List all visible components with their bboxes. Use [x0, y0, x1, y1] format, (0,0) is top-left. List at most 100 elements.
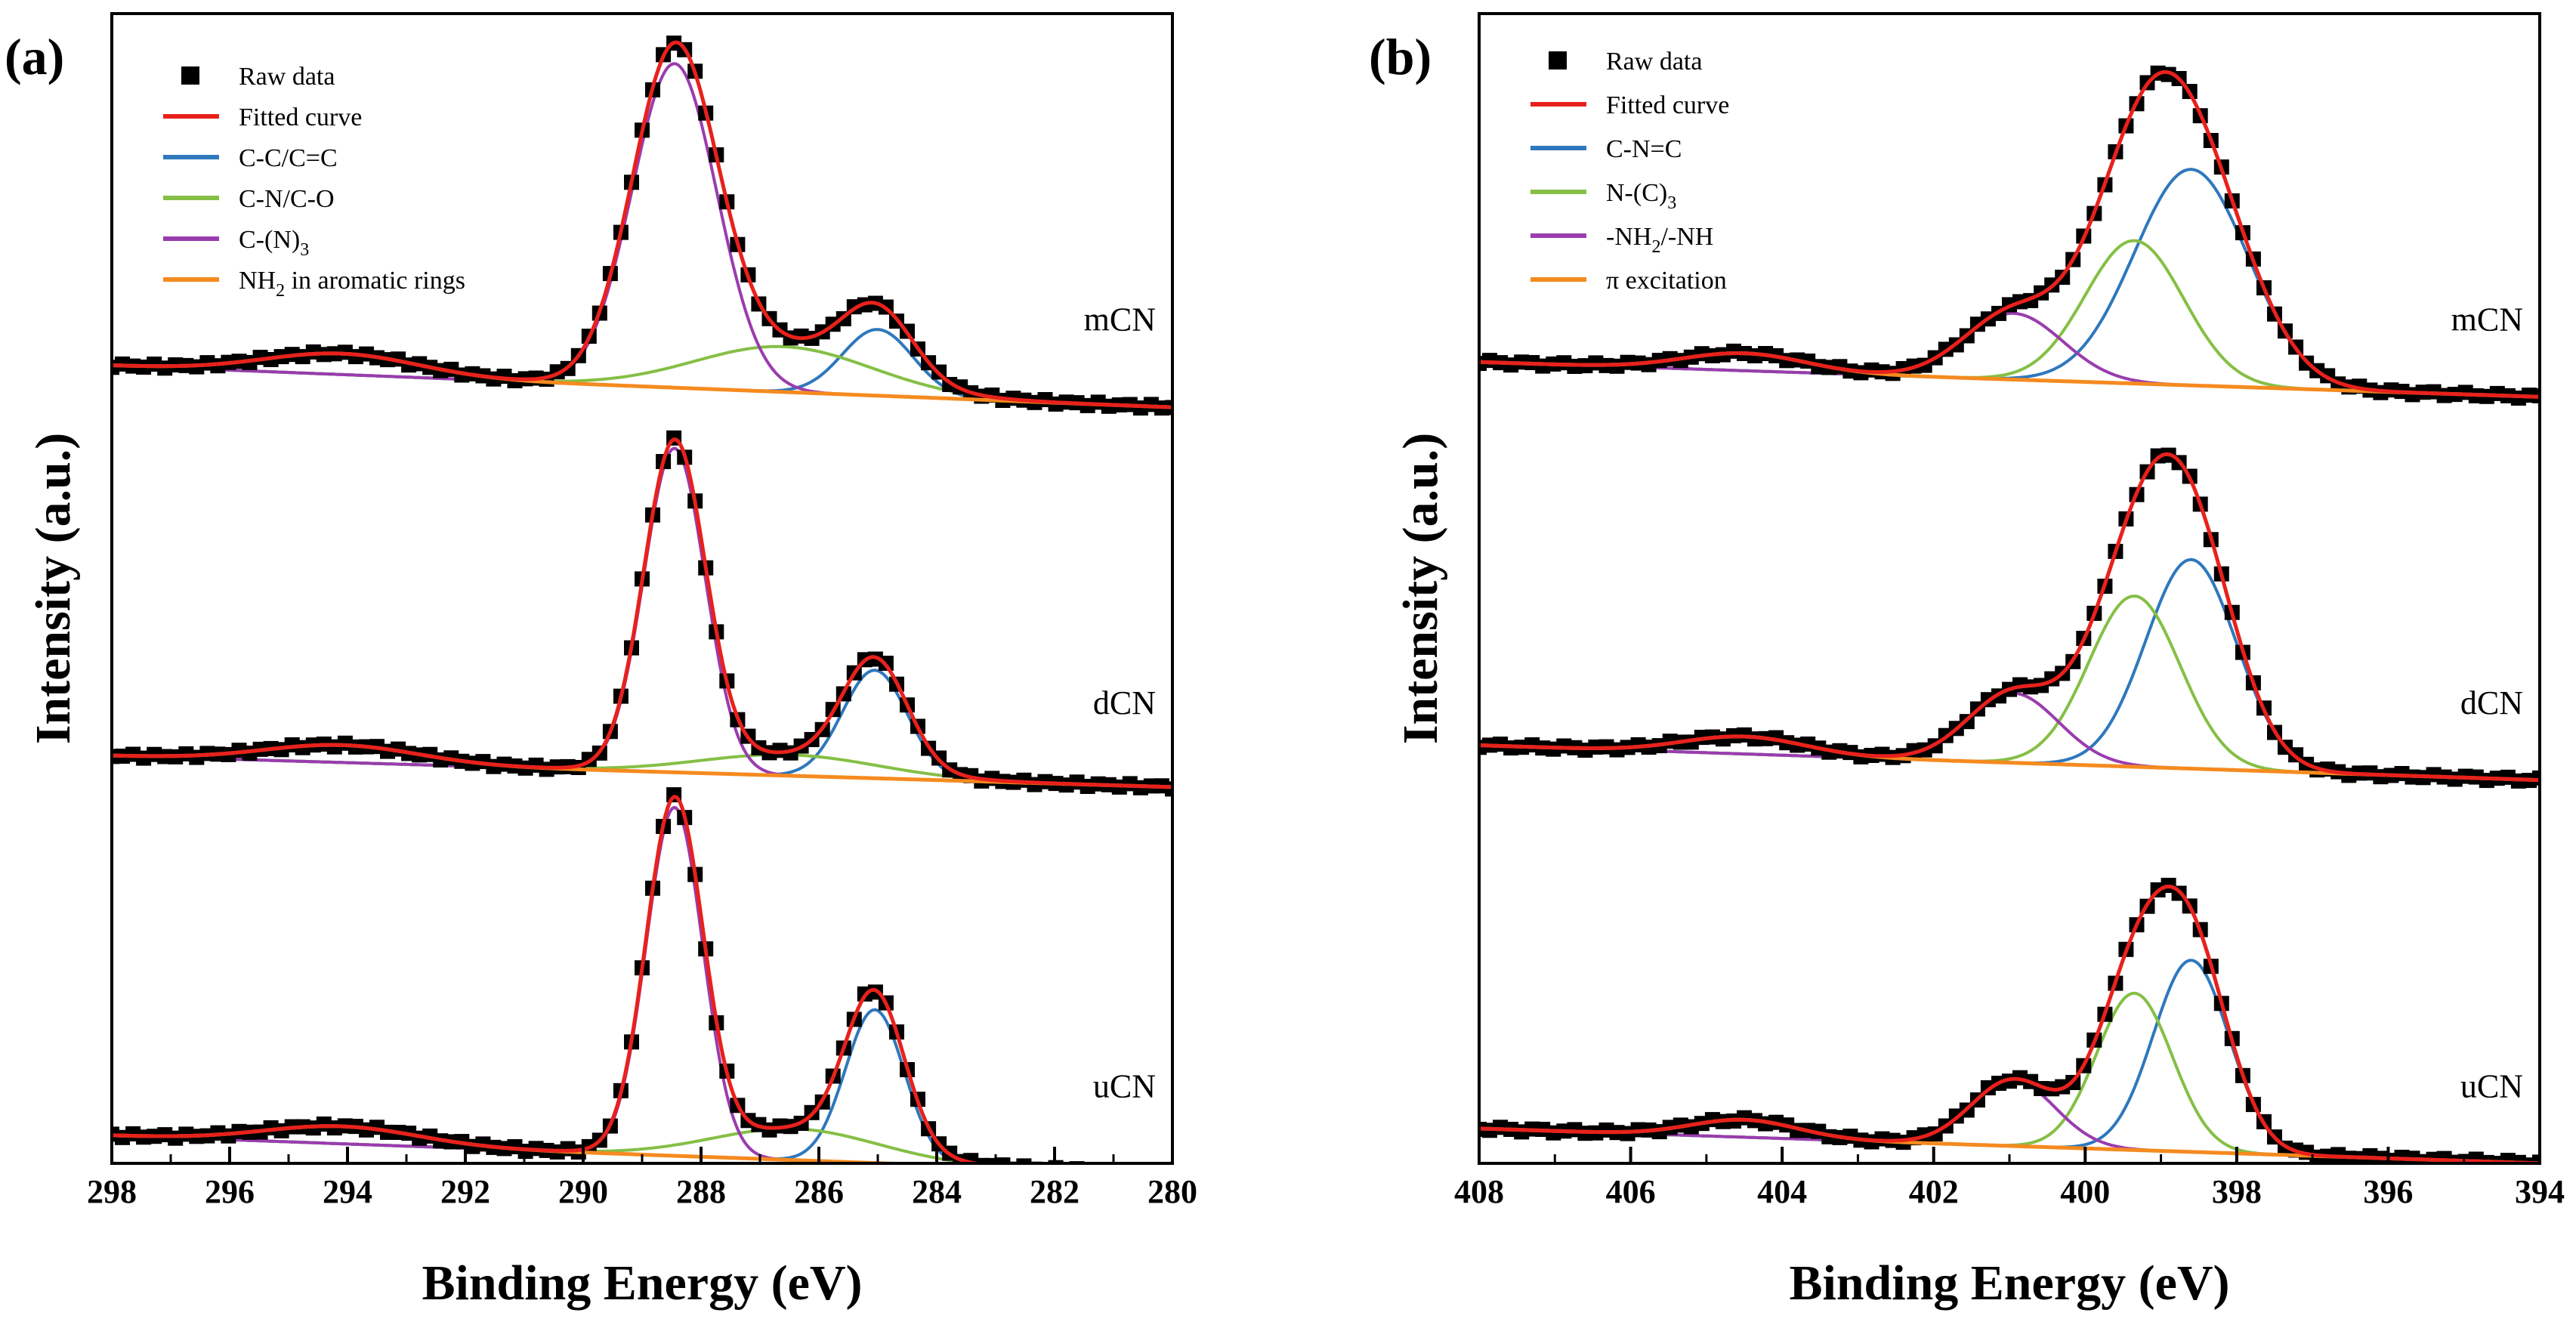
legend-item-fitted-curve: Fitted curve	[1530, 91, 1729, 119]
sample-label-ucn: uCN	[2460, 1067, 2523, 1104]
sample-label-ucn: uCN	[1093, 1067, 1156, 1104]
raw-data-point	[1112, 1166, 1127, 1181]
legend-label: C-N/C-O	[239, 185, 335, 213]
raw-data-point	[1016, 1158, 1032, 1163]
component-c-n-3-ucn	[112, 805, 925, 1163]
series-ucn	[1479, 878, 2540, 1163]
x-tick-label: 292	[440, 1173, 490, 1210]
panel-a-legend: Raw data Fitted curve C-C/C=C C-N/C-O C-(N)3…	[163, 63, 465, 301]
x-tick-label: 402	[1909, 1173, 1959, 1210]
raw-data-point	[1123, 1163, 1138, 1178]
panel-b-n1s: (b) 408 406 404 402 400 398 396 394 Binding Ene…	[1369, 12, 2565, 1311]
component-nh2-nh-dcn	[1479, 691, 2540, 782]
legend-marker	[1549, 51, 1567, 69]
x-tick-label: 396	[2363, 1173, 2413, 1210]
panel-b-x-axis-title: Binding Energy (eV)	[1789, 1256, 2229, 1311]
legend-label: N-(C)3	[1606, 179, 1676, 213]
raw-data-point	[1080, 1163, 1095, 1178]
raw-data-dcn	[1479, 447, 2540, 789]
panel-a-plot-area	[112, 36, 1172, 1181]
raw-data-point	[2479, 1154, 2494, 1163]
x-tick-label: 394	[2515, 1173, 2565, 1210]
legend-label: Fitted curve	[239, 103, 362, 131]
raw-data-ucn	[1479, 878, 2540, 1163]
legend-item-c-n-3: C-(N)3	[163, 226, 309, 260]
raw-data-point	[2532, 770, 2540, 786]
legend-label: C-(N)3	[239, 226, 309, 260]
legend-item-c-c-c-c: C-C/C=C	[163, 144, 338, 172]
raw-data-point	[1091, 1165, 1106, 1180]
legend-label: Fitted curve	[1606, 91, 1729, 119]
raw-data-point	[2532, 1154, 2540, 1163]
x-tick-label: 408	[1454, 1173, 1504, 1210]
raw-data-point	[974, 1157, 990, 1163]
panel-a-label: (a)	[5, 28, 64, 85]
series-dcn	[1479, 447, 2540, 789]
sample-label-mcn: mCN	[2451, 301, 2523, 338]
x-tick-label: 282	[1030, 1173, 1080, 1210]
legend-label: NH2 in aromatic rings	[239, 267, 465, 301]
legend-item-excitation: π excitation	[1530, 267, 1727, 295]
x-tick-label: 288	[676, 1173, 726, 1210]
legend-label: C-C/C=C	[239, 144, 338, 172]
legend-item-n-c-3: N-(C)3	[1530, 179, 1676, 213]
sample-label-mcn: mCN	[1084, 301, 1156, 338]
x-tick-label: 296	[205, 1173, 255, 1210]
component-c-n-c-o-ucn	[112, 1127, 987, 1163]
panel-b-x-ticks: 408 406 404 402 400 398 396 394	[1454, 1147, 2565, 1210]
legend-item-nh2-in-aromatic-rings: NH2 in aromatic rings	[163, 267, 465, 301]
panel-a-c1s: (a) 298 296 294 292 290 288 286 284 282 280 Bindi…	[5, 12, 1197, 1311]
component-c-n-3-dcn	[112, 446, 1172, 789]
raw-data-dcn	[112, 430, 1172, 797]
fitted-curve-dcn	[112, 437, 1172, 789]
panel-b-plot-area	[1479, 65, 2540, 1163]
legend-label: -NH2/-NH	[1606, 223, 1713, 257]
panel-a-x-axis-title: Binding Energy (eV)	[422, 1256, 862, 1311]
raw-data-point	[2489, 1156, 2505, 1163]
legend-item-c-n-c: C-N=C	[1530, 135, 1682, 163]
legend-label: Raw data	[239, 63, 335, 91]
raw-data-point	[995, 1157, 1011, 1163]
raw-data-ucn	[112, 787, 1148, 1181]
series-ucn	[112, 787, 1148, 1181]
legend-label: π excitation	[1606, 267, 1727, 295]
fitted-curve-mcn	[1479, 69, 2540, 399]
x-tick-label: 294	[323, 1173, 372, 1210]
sample-label-dcn: dCN	[2460, 684, 2523, 721]
x-tick-label: 280	[1147, 1173, 1197, 1210]
raw-data-point	[1133, 1165, 1148, 1180]
fitted-curve-mcn	[112, 40, 1172, 409]
fitted-curve-ucn	[1479, 884, 2540, 1163]
x-tick-label: 290	[558, 1173, 608, 1210]
legend-item-c-n-c-o: C-N/C-O	[163, 185, 335, 213]
legend-item-fitted-curve: Fitted curve	[163, 103, 362, 131]
series-dcn	[112, 430, 1172, 797]
legend-item-raw-data: Raw data	[181, 63, 335, 91]
panel-b-label: (b)	[1369, 28, 1432, 85]
x-tick-label: 286	[794, 1173, 844, 1210]
panel-a-y-axis-title: Intensity (a.u.)	[26, 433, 81, 745]
x-tick-label: 298	[87, 1173, 137, 1210]
fitted-curve-dcn	[1479, 452, 2540, 783]
panel-a-x-ticks: 298 296 294 292 290 288 286 284 282 280	[87, 1147, 1197, 1210]
component-nh2-nh-mcn	[1479, 311, 2540, 399]
component-n-c-3-mcn	[1479, 239, 2540, 399]
panel-b-y-axis-title: Intensity (a.u.)	[1393, 433, 1448, 745]
legend-label: C-N=C	[1606, 135, 1682, 163]
series-mcn	[112, 36, 1172, 416]
raw-data-point	[2522, 1157, 2537, 1163]
raw-data-point	[984, 1157, 1000, 1163]
x-tick-label: 404	[1757, 1173, 1807, 1210]
x-tick-label: 400	[2060, 1173, 2110, 1210]
series-mcn	[1479, 65, 2540, 406]
x-tick-label: 398	[2212, 1173, 2262, 1210]
raw-data-point	[1165, 781, 1172, 797]
legend-item-raw-data: Raw data	[1549, 48, 1702, 76]
raw-data-point	[2510, 1154, 2526, 1163]
legend-marker	[181, 66, 199, 85]
x-tick-label: 284	[912, 1173, 962, 1210]
fitted-curve-ucn	[112, 795, 991, 1163]
legend-label: Raw data	[1606, 48, 1702, 76]
panel-b-legend: Raw data Fitted curve C-N=C N-(C)3 -NH2/-NH π…	[1530, 48, 1729, 295]
